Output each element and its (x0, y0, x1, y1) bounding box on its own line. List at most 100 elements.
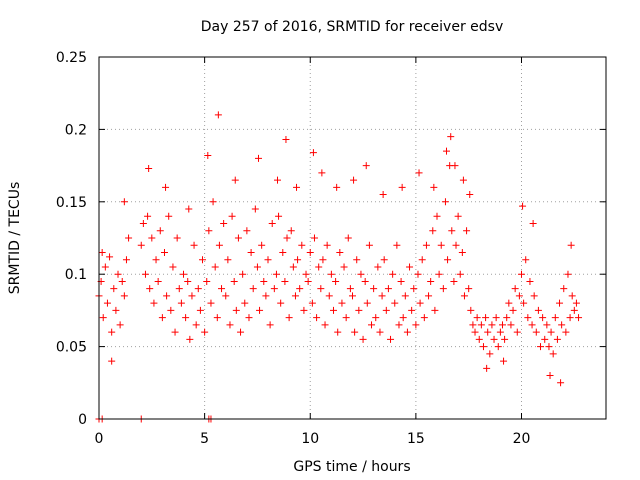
data-point (266, 321, 274, 329)
data-point (294, 256, 302, 264)
data-point (494, 343, 502, 351)
data-point (439, 285, 447, 293)
data-point (500, 357, 508, 365)
data-point (466, 191, 474, 199)
data-point (486, 350, 494, 358)
y-tick-label: 0 (78, 412, 87, 428)
data-point (444, 256, 452, 264)
data-point (205, 227, 213, 235)
data-point (333, 183, 341, 191)
data-point (562, 328, 570, 336)
data-point (231, 176, 239, 184)
data-point (230, 277, 238, 285)
data-point (477, 321, 485, 329)
data-point (408, 306, 416, 314)
x-tick-label: 5 (200, 431, 209, 447)
data-point (479, 343, 487, 351)
data-point (289, 263, 297, 271)
data-point (120, 198, 128, 206)
data-point (575, 314, 583, 322)
data-point (171, 328, 179, 336)
data-point (437, 241, 445, 249)
data-point (274, 176, 282, 184)
data-point (379, 191, 387, 199)
data-point (359, 335, 367, 343)
y-tick-label: 0.15 (56, 195, 87, 211)
data-point (503, 314, 511, 322)
data-point (543, 321, 551, 329)
data-point (315, 263, 323, 271)
data-point (556, 299, 564, 307)
data-point (473, 314, 481, 322)
data-point (567, 241, 575, 249)
data-point (378, 292, 386, 300)
data-point (357, 270, 365, 278)
data-point (451, 162, 459, 170)
data-point (403, 328, 411, 336)
data-point (490, 335, 498, 343)
data-point (154, 277, 162, 285)
data-point (162, 183, 170, 191)
data-point (482, 314, 490, 322)
data-point (213, 314, 221, 322)
data-point (137, 241, 145, 249)
data-point (433, 212, 441, 220)
data-point (296, 285, 304, 293)
data-point (380, 256, 388, 264)
data-point (298, 241, 306, 249)
data-point (454, 212, 462, 220)
data-point (188, 292, 196, 300)
data-point (458, 248, 466, 256)
data-point (226, 321, 234, 329)
data-point (406, 263, 414, 271)
data-point (254, 154, 262, 162)
data-point (152, 256, 160, 264)
data-point (509, 306, 517, 314)
data-point (308, 299, 316, 307)
data-point (114, 270, 122, 278)
data-point (450, 277, 458, 285)
data-point (560, 285, 568, 293)
data-point (475, 335, 483, 343)
data-point (167, 306, 175, 314)
data-point (338, 299, 346, 307)
data-point (291, 292, 299, 300)
data-point (447, 133, 455, 141)
data-point (222, 292, 230, 300)
data-point (106, 253, 114, 261)
data-point (220, 220, 228, 228)
data-point (185, 205, 193, 213)
data-point (429, 227, 437, 235)
points-layer (95, 111, 583, 423)
data-point (507, 321, 515, 329)
data-point (401, 292, 409, 300)
data-point (99, 314, 107, 322)
data-point (513, 328, 521, 336)
data-point (108, 357, 116, 365)
data-point (279, 248, 287, 256)
data-point (177, 299, 185, 307)
data-point (532, 328, 540, 336)
data-point (374, 263, 382, 271)
data-point (302, 270, 310, 278)
data-point (431, 306, 439, 314)
data-point (441, 198, 449, 206)
data-point (522, 256, 530, 264)
data-point (283, 234, 291, 242)
data-point (215, 241, 223, 249)
data-point (452, 241, 460, 249)
x-axis-label: GPS time / hours (293, 459, 410, 475)
data-point (344, 234, 352, 242)
x-tick-label: 20 (513, 431, 531, 447)
data-point (546, 372, 554, 380)
data-point (355, 306, 363, 314)
data-point (313, 314, 321, 322)
data-point (361, 277, 369, 285)
data-point (163, 292, 171, 300)
data-point (325, 292, 333, 300)
data-point (268, 220, 276, 228)
data-point (228, 212, 236, 220)
data-point (448, 227, 456, 235)
data-point (260, 277, 268, 285)
data-point (253, 263, 261, 271)
